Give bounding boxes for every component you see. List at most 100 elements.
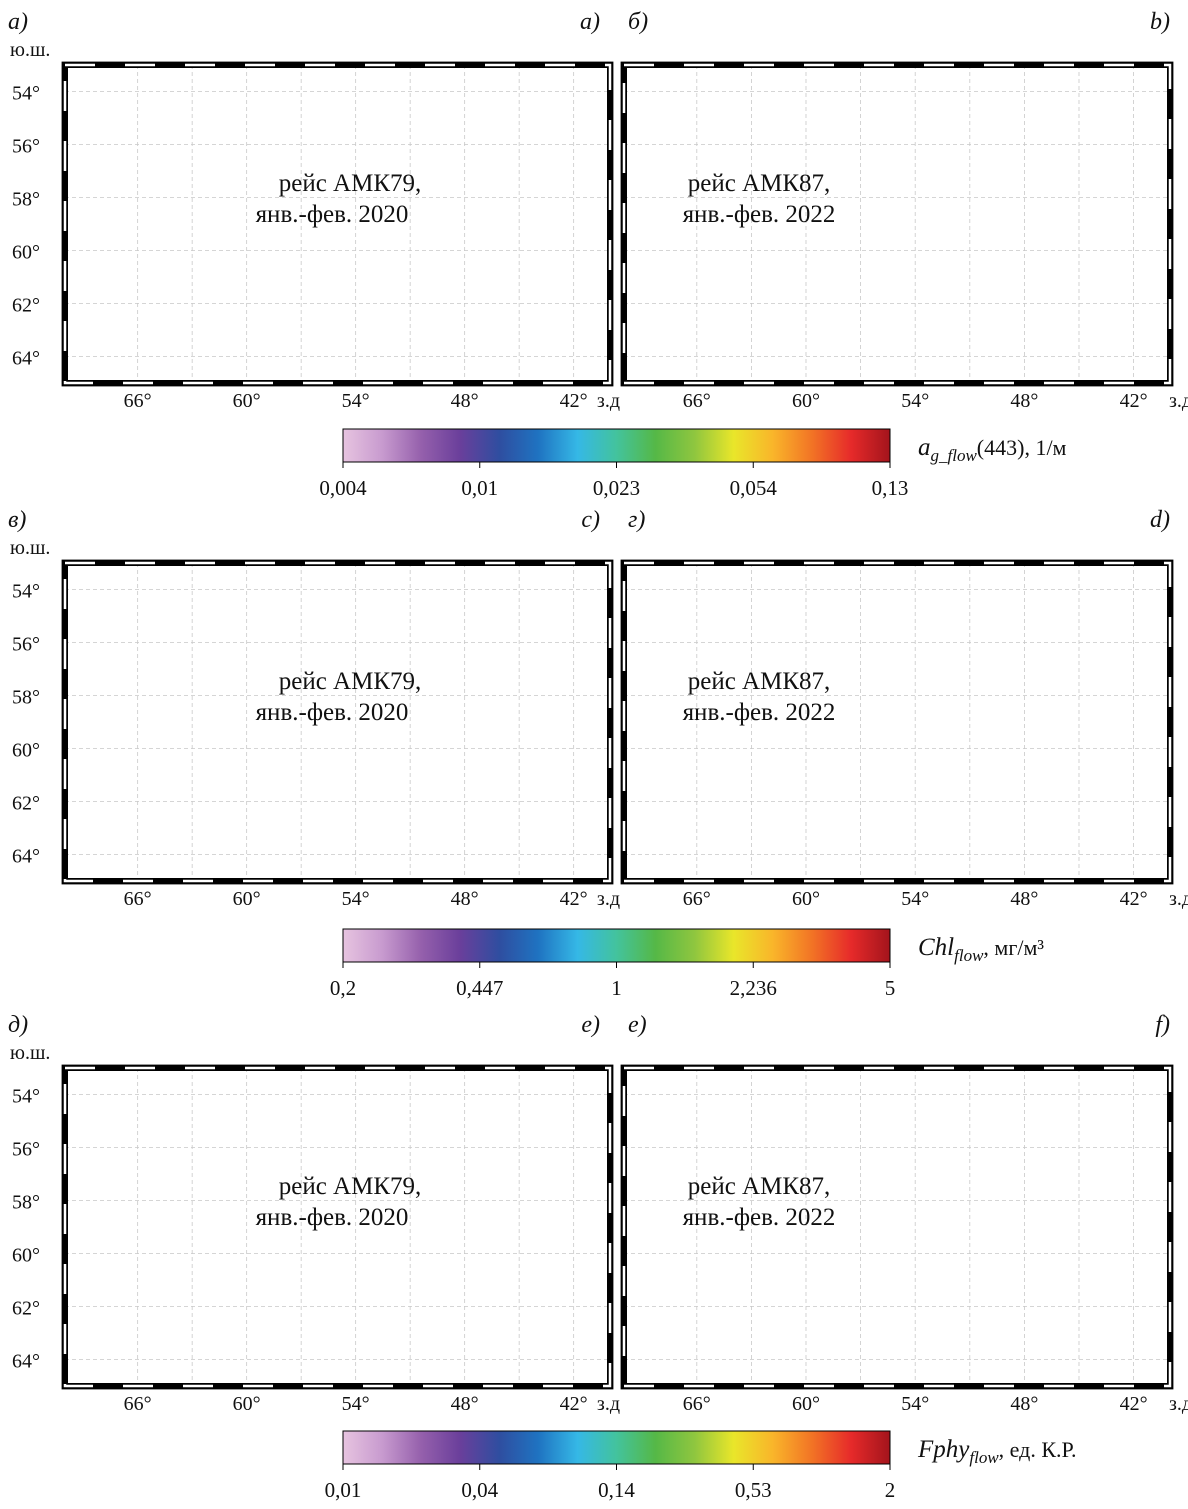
- lon-tick-label: 48°: [451, 390, 479, 412]
- colorbar-tick-label: 5: [885, 976, 896, 1000]
- lat-tick-label: 56°: [12, 136, 40, 158]
- panel-label-en: e): [581, 1012, 600, 1038]
- lat-tick-label: 62°: [12, 793, 40, 815]
- lat-unit-label: ю.ш.: [10, 537, 50, 559]
- lon-unit-label: з.д.: [1169, 1393, 1188, 1415]
- lon-tick-label: 60°: [233, 1393, 261, 1415]
- lon-tick-label: 60°: [792, 888, 820, 910]
- lat-unit-label: ю.ш.: [10, 1042, 50, 1064]
- lon-tick-label: 66°: [124, 888, 152, 910]
- lon-tick-label: 42°: [560, 888, 588, 910]
- lat-tick-label: 56°: [12, 634, 40, 656]
- lat-tick-label: 62°: [12, 1298, 40, 1320]
- map-frame-line: [620, 61, 1174, 387]
- graticule: [65, 1068, 610, 1386]
- map-frame-checker: [622, 63, 1172, 385]
- lon-tick-label: 48°: [451, 1393, 479, 1415]
- map-panel-e: д) e) рейс АМК79, янв.-фев. 2020 ю.ш. 54° 56° 5…: [8, 1012, 620, 1415]
- colorbar-gradient: [342, 428, 891, 463]
- colorbar-title: ag_flow(443), 1/м: [918, 434, 1067, 465]
- lat-unit-label: ю.ш.: [10, 39, 50, 61]
- map-frame-line: [61, 61, 614, 387]
- cruise-label: рейс АМК87,: [688, 668, 831, 695]
- lon-tick-label: 54°: [901, 888, 929, 910]
- cruise-label: рейс АМК79,: [279, 668, 422, 695]
- panel-label-ru: в): [8, 507, 26, 533]
- colorbar-tick-label: 0,01: [325, 1478, 362, 1502]
- lon-tick-label: 60°: [792, 1393, 820, 1415]
- map-frame-line: [620, 1064, 1174, 1390]
- colorbar-gradient: [342, 928, 891, 963]
- map-frame-checker: [63, 63, 612, 385]
- lat-tick-label: 58°: [12, 189, 40, 211]
- map-frame-checker: [63, 561, 612, 883]
- lon-tick-label: 54°: [342, 390, 370, 412]
- lat-tick-label: 64°: [12, 846, 40, 868]
- colorbar-tick-label: 1: [611, 976, 622, 1000]
- cruise-label: рейс АМК79,: [279, 1173, 422, 1200]
- lon-tick-label: 66°: [683, 390, 711, 412]
- period-label: янв.-фев. 2020: [256, 1204, 409, 1231]
- colorbar-tick-label: 2: [885, 1478, 896, 1502]
- colorbar-tick-label: 0,13: [872, 476, 909, 500]
- lon-tick-label: 42°: [1120, 1393, 1148, 1415]
- lon-tick-label: 60°: [233, 888, 261, 910]
- period-label: янв.-фев. 2022: [683, 1204, 836, 1231]
- panel-label-en: d): [1150, 507, 1170, 533]
- colorbar-tick-label: 0,53: [735, 1478, 772, 1502]
- period-label: янв.-фев. 2020: [256, 699, 409, 726]
- map-panel-c: в) c) рейс АМК79, янв.-фев. 2020 ю.ш. 54° 56° 5…: [8, 507, 620, 910]
- cruise-label: рейс АМК79,: [279, 170, 422, 197]
- lon-tick-label: 48°: [1010, 1393, 1038, 1415]
- lat-tick-label: 54°: [12, 581, 40, 603]
- colorbar-tick-label: 0,004: [319, 476, 367, 500]
- map-frame-line: [620, 559, 1174, 885]
- lon-tick-label: 42°: [560, 1393, 588, 1415]
- lon-tick-label: 66°: [124, 1393, 152, 1415]
- panel-label-en: b): [1150, 9, 1170, 35]
- lat-tick-label: 54°: [12, 1086, 40, 1108]
- panel-label-en: a): [580, 9, 600, 35]
- lon-tick-label: 54°: [342, 888, 370, 910]
- panel-label-ru: д): [8, 1012, 28, 1038]
- period-label: янв.-фев. 2022: [683, 699, 836, 726]
- map-panel-a: а) a) рейс АМК79, янв.-фев. 2020 ю.ш. 54° 56° 5…: [8, 9, 620, 412]
- lon-tick-label: 42°: [1120, 888, 1148, 910]
- panel-label-ru: е): [628, 1012, 647, 1038]
- lat-tick-label: 60°: [12, 1245, 40, 1267]
- colorbar-tick-label: 0,14: [598, 1478, 635, 1502]
- lon-tick-label: 48°: [1010, 390, 1038, 412]
- colorbar-title: Fphyflow, ед. К.Р.: [917, 1436, 1077, 1467]
- map-frame-line: [61, 1064, 614, 1390]
- lon-unit-label: з.д: [597, 390, 620, 412]
- colorbar-ag: 0,004 0,01 0,023 0,054 0,13 ag_flow(443), 1/м: [319, 428, 1067, 500]
- colorbar-chl: 0,2 0,447 1 2,236 5 Chlflow, мг/м³: [330, 928, 1044, 1000]
- lon-tick-label: 48°: [1010, 888, 1038, 910]
- lon-tick-label: 54°: [342, 1393, 370, 1415]
- period-label: янв.-фев. 2022: [683, 201, 836, 228]
- lon-tick-label: 48°: [451, 888, 479, 910]
- colorbar-tick-label: 0,01: [461, 476, 498, 500]
- lat-tick-label: 58°: [12, 1192, 40, 1214]
- colorbar-title: Chlflow, мг/м³: [918, 934, 1044, 965]
- panel-label-en: c): [581, 507, 600, 533]
- map-panel-b: б) b) рейс АМК87, янв.-фев. 2022 66° 60° 54° 48…: [620, 9, 1188, 412]
- lon-unit-label: з.д: [597, 888, 620, 910]
- map-frame-line: [61, 559, 614, 885]
- lon-unit-label: з.д: [597, 1393, 620, 1415]
- lon-tick-label: 60°: [792, 390, 820, 412]
- lat-tick-label: 64°: [12, 1351, 40, 1373]
- panel-label-en: f): [1155, 1012, 1170, 1038]
- map-frame-checker: [63, 1066, 612, 1388]
- graticule: [624, 65, 1170, 383]
- graticule: [624, 563, 1170, 881]
- colorbar-gradient: [342, 1430, 891, 1465]
- lat-tick-label: 56°: [12, 1139, 40, 1161]
- colorbar-tick-label: 0,04: [461, 1478, 498, 1502]
- lon-tick-label: 54°: [901, 390, 929, 412]
- map-panel-d: г) d) рейс АМК87, янв.-фев. 2022 66° 60° 54° 48…: [620, 507, 1188, 910]
- lon-tick-label: 66°: [124, 390, 152, 412]
- lat-tick-label: 58°: [12, 687, 40, 709]
- lon-unit-label: з.д.: [1169, 390, 1188, 412]
